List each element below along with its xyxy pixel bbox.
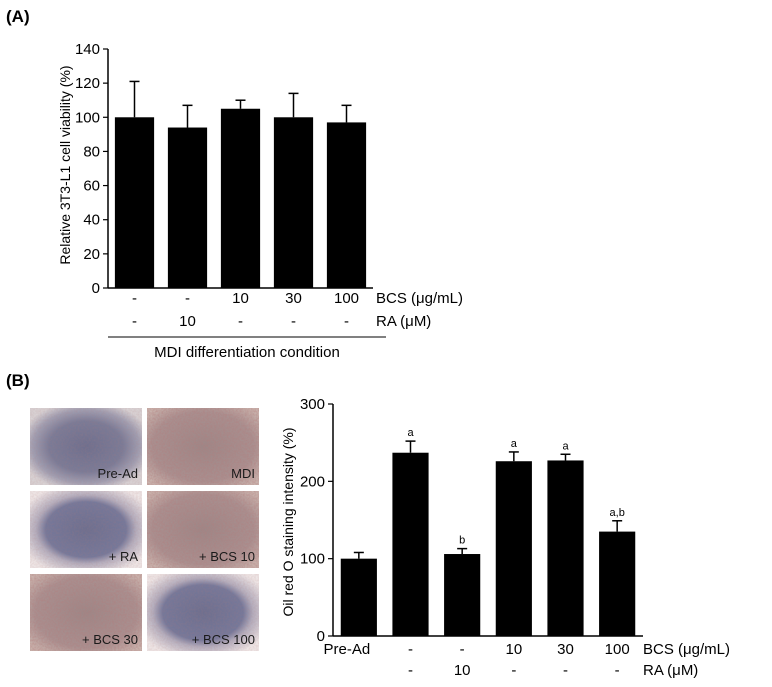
y-tick-label: 100 — [75, 109, 100, 126]
viability-bars — [114, 80, 367, 289]
oil-red-chart: 0 100 200 300 a b a a a,b Pre-Ad - - - 10 10 - 30 - 100 -… — [280, 396, 730, 679]
condition-value: 30 — [557, 641, 574, 658]
oil-red-axes: 0 100 200 300 — [300, 396, 643, 645]
condition-value: - — [563, 662, 568, 679]
condition-value: - — [408, 662, 413, 679]
bar — [273, 117, 314, 289]
viability-y-axis-title: Relative 3T3-L1 cell viability (%) — [57, 65, 73, 264]
bar — [340, 558, 377, 636]
condition-row-name: BCS (μg/mL) — [376, 290, 463, 307]
oil-red-bars: a b a a a,b — [340, 427, 636, 636]
microscopy-photo-grid: Pre-Ad MDI + RA + BCS 10 + BCS 30 + BCS 100 — [30, 408, 259, 651]
condition-value: - — [344, 313, 349, 330]
condition-value: - — [511, 662, 516, 679]
condition-value: 100 — [605, 641, 630, 658]
condition-row-name: BCS (μg/mL) — [643, 641, 730, 658]
bar — [220, 108, 261, 288]
photo-texture — [30, 491, 142, 568]
y-tick-label: 0 — [317, 628, 325, 645]
viability-axes: 0 20 40 60 80 100 120 140 — [75, 41, 373, 297]
bar — [114, 117, 155, 289]
photo-label: + BCS 100 — [192, 632, 255, 647]
significance-label: a — [511, 438, 518, 450]
viability-condition-rows: - - - 10 10 - 30 - 100 - BCS (μg/mL) RA (μM) — [132, 290, 463, 330]
y-tick-label: 40 — [83, 212, 100, 229]
y-tick-label: 300 — [300, 396, 325, 413]
photo-texture — [147, 574, 259, 651]
y-tick-label: 120 — [75, 75, 100, 92]
photo-label: + BCS 10 — [199, 549, 255, 564]
significance-label: a — [562, 440, 569, 452]
photo-texture — [30, 408, 142, 485]
condition-value: Pre-Ad — [323, 641, 370, 658]
microscopy-photo: MDI — [147, 408, 259, 485]
condition-value: 10 — [454, 662, 471, 679]
viability-chart: 0 20 40 60 80 100 120 140 - - - 10 10 - 30 - 100 - BCS (μ… — [57, 41, 463, 361]
bar — [326, 122, 367, 289]
condition-value: - — [408, 641, 413, 658]
y-tick-label: 140 — [75, 41, 100, 58]
y-tick-label: 60 — [83, 178, 100, 195]
condition-value: - — [615, 662, 620, 679]
condition-value: - — [238, 313, 243, 330]
photo-label: + BCS 30 — [82, 632, 138, 647]
bar — [599, 531, 636, 636]
y-tick-label: 200 — [300, 473, 325, 490]
y-tick-label: 0 — [92, 280, 100, 297]
bar — [167, 127, 208, 289]
condition-value: 100 — [334, 290, 359, 307]
photo-texture — [30, 574, 142, 651]
significance-label: b — [459, 535, 465, 547]
condition-value: 10 — [505, 641, 522, 658]
significance-label: a,b — [610, 507, 625, 519]
photo-texture — [147, 408, 259, 485]
condition-value: 10 — [232, 290, 249, 307]
panel-b-label: (B) — [6, 371, 30, 390]
bar — [547, 460, 584, 636]
condition-value: - — [291, 313, 296, 330]
condition-value: - — [185, 290, 190, 307]
bar — [392, 452, 429, 636]
condition-value: 30 — [285, 290, 302, 307]
condition-value: - — [132, 290, 137, 307]
microscopy-photo: + BCS 10 — [147, 491, 259, 568]
bar — [444, 554, 481, 636]
panel-a-label: (A) — [6, 7, 30, 26]
significance-label: a — [407, 427, 414, 439]
photo-label: MDI — [231, 466, 255, 481]
photo-label: + RA — [109, 549, 139, 564]
microscopy-photo: + BCS 100 — [147, 574, 259, 651]
y-tick-label: 100 — [300, 551, 325, 568]
photo-texture — [147, 491, 259, 568]
microscopy-photo: Pre-Ad — [30, 408, 142, 485]
condition-value: - — [460, 641, 465, 658]
microscopy-photo: + RA — [30, 491, 142, 568]
y-tick-label: 20 — [83, 246, 100, 263]
oil-red-y-axis-title: Oil red O staining intensity (%) — [280, 427, 296, 616]
microscopy-photo: + BCS 30 — [30, 574, 142, 651]
oil-red-condition-rows: Pre-Ad - - - 10 10 - 30 - 100 - BCS (μg/mL) RA (μM) — [323, 641, 730, 679]
condition-row-name: RA (μM) — [376, 313, 431, 330]
bar — [495, 461, 532, 636]
condition-label: MDI differentiation condition — [154, 344, 340, 361]
condition-value: - — [132, 313, 137, 330]
photo-label: Pre-Ad — [98, 466, 138, 481]
condition-value: 10 — [179, 313, 196, 330]
condition-row-name: RA (μM) — [643, 662, 698, 679]
y-tick-label: 80 — [83, 143, 100, 160]
